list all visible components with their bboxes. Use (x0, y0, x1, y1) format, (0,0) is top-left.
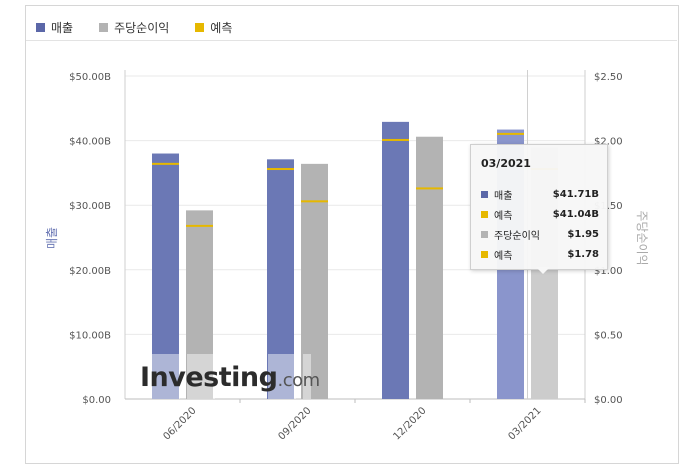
forecast-marker-revenue (152, 162, 179, 165)
x-tick-label: 03/2021 (506, 405, 543, 442)
tooltip-pointer (536, 267, 550, 274)
y2-tick-label: $1.00 (594, 266, 623, 277)
watermark-backdrop (268, 354, 296, 399)
tooltip-row-revenue-forecast: 예측 $41.04B (481, 207, 599, 222)
legend-label-eps: 주당순이익 (114, 20, 170, 35)
tooltip-label-revenue: 매출 (494, 190, 513, 202)
tooltip-value-revenue: $41.71B (552, 188, 599, 200)
legend-item-forecast[interactable]: 예측 (195, 19, 232, 36)
y-tick-label: $40.00B (69, 137, 111, 148)
bar-revenue (152, 153, 179, 399)
tooltip-swatch-revenue (481, 190, 488, 198)
x-tick-label: 12/2020 (391, 405, 428, 442)
tooltip-title: 03/2021 (481, 157, 531, 170)
tooltip-row-revenue: 매출 $41.71B (481, 187, 599, 202)
tooltip-row-eps: 주당순이익 $1.95 (481, 227, 599, 242)
tooltip-swatch-eps (481, 230, 488, 238)
tooltip-value-eps: $1.95 (567, 228, 599, 240)
legend-label-revenue: 매출 (51, 20, 74, 35)
forecast-marker-revenue (382, 138, 409, 141)
bar-eps (186, 210, 213, 399)
chart-tooltip: 03/2021 매출 $41.71B 예측 $41.04B 주당순이익 $1.9… (470, 144, 608, 270)
watermark-backdrop (187, 354, 215, 399)
x-tick-label: 09/2020 (276, 405, 313, 442)
legend-swatch-eps (99, 22, 109, 32)
watermark-backdrop (303, 354, 311, 399)
bar-eps (301, 163, 328, 399)
x-tick-label: 06/2020 (161, 405, 198, 442)
legend-swatch-forecast (195, 22, 205, 32)
tooltip-swatch-revenue-forecast (481, 210, 488, 218)
tooltip-value-revenue-forecast: $41.04B (552, 208, 599, 220)
y-tick-label: $0.00 (82, 395, 111, 406)
tooltip-label-eps-forecast: 예측 (494, 250, 513, 262)
forecast-marker-revenue (497, 132, 524, 135)
legend-label-forecast: 예측 (210, 20, 233, 35)
bar-eps (416, 136, 443, 399)
y2-tick-label: $0.50 (594, 330, 623, 341)
bar-revenue (267, 159, 294, 399)
y-tick-label: $20.00B (69, 266, 111, 277)
watermark-brand: Investing (140, 362, 278, 393)
forecast-marker-eps (186, 224, 213, 227)
investing-watermark: Investing.com (140, 362, 320, 393)
legend-separator (26, 40, 677, 41)
legend-item-eps[interactable]: 주당순이익 (99, 19, 169, 36)
tooltip-label-revenue-forecast: 예측 (494, 210, 513, 222)
forecast-marker-eps (416, 187, 443, 190)
watermark-suffix: .com (277, 370, 320, 391)
tooltip-value-eps-forecast: $1.78 (567, 248, 599, 260)
y2-tick-label: $0.00 (594, 395, 623, 406)
y-tick-label: $30.00B (69, 201, 111, 212)
legend-item-revenue[interactable]: 매출 (36, 19, 73, 36)
y2-tick-label: $1.50 (594, 201, 623, 212)
bar-revenue (382, 121, 409, 399)
watermark-backdrop (152, 354, 180, 399)
forecast-marker-eps (301, 200, 328, 203)
forecast-marker-revenue (267, 168, 294, 171)
y-tick-label: $10.00B (69, 330, 111, 341)
tooltip-row-eps-forecast: 예측 $1.78 (481, 247, 599, 262)
chart-legend: 매출 주당순이익 예측 (36, 16, 232, 38)
y-axis-title: 매출 (45, 227, 59, 249)
tooltip-label-eps: 주당순이익 (494, 230, 540, 242)
y2-axis-title: 주당순이익 (635, 210, 649, 265)
y2-tick-label: $2.50 (594, 72, 623, 83)
tooltip-swatch-eps-forecast (481, 250, 488, 258)
y2-tick-label: $2.00 (594, 137, 623, 148)
y-tick-label: $50.00B (69, 72, 111, 83)
legend-swatch-revenue (36, 22, 45, 32)
